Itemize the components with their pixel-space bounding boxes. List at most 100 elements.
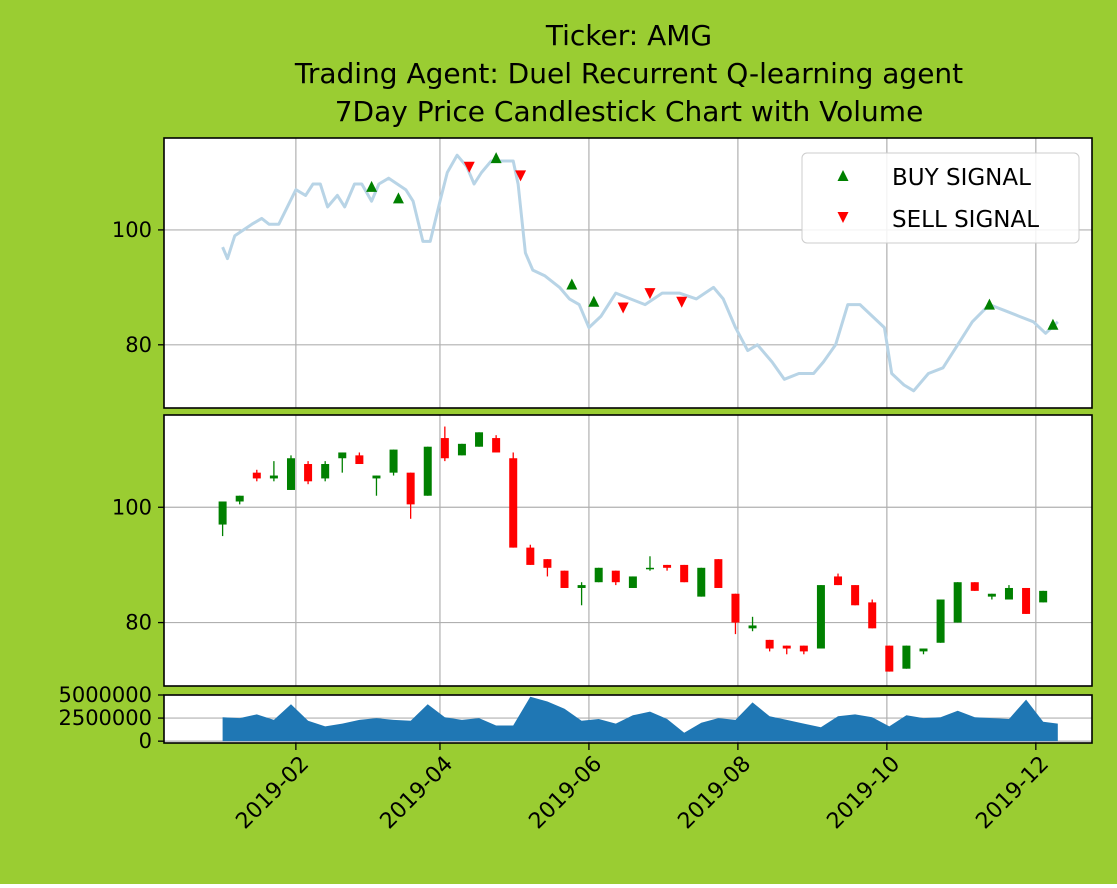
candle [218, 501, 227, 537]
candle [560, 570, 569, 588]
candle [423, 446, 432, 496]
candle [885, 645, 894, 672]
candle [338, 452, 347, 473]
candle [834, 573, 843, 586]
candle [748, 616, 757, 632]
candle-body [919, 648, 928, 652]
chart-title-line3: 7Day Price Candlestick Chart with Volume [335, 95, 924, 128]
candle-body [902, 645, 911, 669]
candle [526, 544, 535, 565]
candle [645, 556, 654, 571]
candle [765, 639, 774, 652]
candle [269, 461, 278, 482]
chart-title-line1: Ticker: AMG [545, 19, 712, 52]
candle-body [970, 582, 979, 591]
sell-signal-marker [463, 161, 475, 173]
candle [457, 443, 466, 456]
candle [919, 648, 928, 655]
candle [355, 452, 364, 465]
candle-body [765, 639, 774, 649]
sell-signal-marker [617, 302, 629, 314]
candle [714, 559, 723, 588]
candle-body [953, 582, 962, 623]
candle [1039, 590, 1048, 603]
candle-body [475, 432, 484, 447]
candle [543, 559, 552, 577]
candle-body [885, 645, 894, 672]
candle [1022, 587, 1031, 614]
buy-signal-marker [588, 295, 600, 307]
candle [953, 582, 962, 623]
candle-body [680, 564, 689, 583]
candle-body [799, 645, 808, 652]
candle-body [560, 570, 569, 588]
candle-body [269, 475, 278, 479]
buy-signal-marker [366, 180, 378, 192]
candle-body [355, 455, 364, 465]
candle-body [782, 645, 791, 649]
candle-body [372, 475, 381, 479]
candle [372, 475, 381, 496]
candle [697, 567, 706, 597]
candles-ytick-label: 100 [112, 495, 152, 519]
candle-body [406, 472, 415, 505]
sell-signal-marker [515, 170, 527, 182]
candle [286, 455, 295, 490]
legend: BUY SIGNAL SELL SIGNAL [801, 152, 1080, 244]
candle [851, 585, 860, 606]
candle [663, 564, 672, 571]
candle [492, 435, 501, 453]
candle [304, 461, 313, 485]
candle-body [611, 570, 620, 583]
candle-body [235, 495, 244, 502]
candle-body [731, 593, 740, 623]
candle-body [628, 576, 637, 588]
legend-box [801, 152, 1080, 244]
sell-signal-marker [676, 296, 688, 308]
candle-body [218, 501, 227, 525]
candle [406, 472, 415, 519]
candle-body [457, 443, 466, 456]
candle-body [645, 567, 654, 570]
sell-signal-marker [644, 288, 656, 300]
candle-body [423, 446, 432, 496]
candle [799, 645, 808, 655]
candle [987, 593, 996, 600]
candle-body [714, 559, 723, 588]
legend-sell-marker [837, 212, 849, 223]
buy-signal-marker [566, 278, 578, 290]
candle-body [577, 585, 586, 588]
candle [594, 567, 603, 583]
candle-body [594, 567, 603, 583]
legend-buy-marker [837, 170, 849, 181]
candle-body [834, 576, 843, 586]
legend-sell-label: SELL SIGNAL [892, 207, 1039, 233]
candles-plot-area [164, 415, 1092, 686]
candle-body [816, 585, 825, 649]
candle-body [868, 602, 877, 629]
candle [321, 461, 330, 482]
legend-buy-label: BUY SIGNAL [892, 165, 1031, 191]
candle [782, 645, 791, 655]
candle-body [1022, 587, 1031, 614]
candle [475, 432, 484, 447]
candle-body [252, 472, 261, 479]
volume-ytick-label: 0 [139, 729, 152, 753]
candle [680, 564, 689, 583]
buy-signal-marker [490, 152, 502, 164]
candle [440, 426, 449, 462]
buy-signal-marker [392, 192, 404, 204]
chart-title-line2: Trading Agent: Duel Recurrent Q-learning… [294, 57, 963, 90]
price-ytick-label: 100 [112, 218, 152, 242]
buy-signal-marker [1047, 318, 1059, 330]
candle-body [987, 593, 996, 597]
candle [902, 645, 911, 669]
candlestick-panel: 80 100 [112, 414, 1093, 687]
price-ytick-label: 80 [125, 333, 152, 357]
candle-body [286, 458, 295, 490]
candle-body [543, 559, 552, 568]
candle [235, 495, 244, 505]
candle [611, 570, 620, 586]
